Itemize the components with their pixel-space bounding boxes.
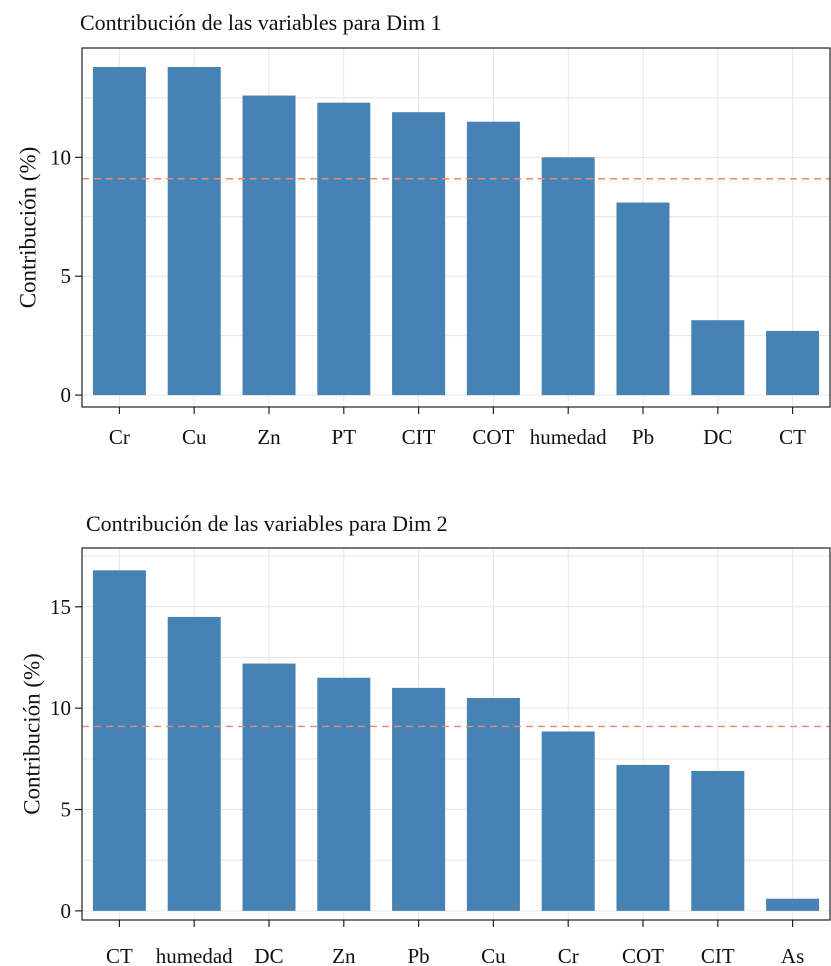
x-tick-label: COT bbox=[472, 425, 514, 449]
x-tick-label: Zn bbox=[257, 425, 281, 449]
bar-Cr bbox=[541, 731, 595, 911]
x-tick-label: CIT bbox=[701, 944, 735, 966]
bar-Zn bbox=[317, 677, 371, 911]
y-tick-label: 5 bbox=[61, 798, 72, 822]
bar-humedad bbox=[167, 616, 221, 911]
y-tick-label: 10 bbox=[50, 145, 71, 169]
chart-panel-1: Contribución de las variables para Dim 1… bbox=[15, 10, 831, 449]
y-tick-label: 15 bbox=[50, 595, 71, 619]
x-tick-label: Cr bbox=[109, 425, 130, 449]
chart-title: Contribución de las variables para Dim 2 bbox=[86, 511, 448, 536]
x-tick-label: Cu bbox=[182, 425, 207, 449]
x-tick-label: humedad bbox=[156, 944, 233, 966]
x-tick-label: Pb bbox=[408, 944, 430, 966]
y-tick-label: 0 bbox=[61, 899, 72, 923]
chart-panel-2: Contribución de las variables para Dim 2… bbox=[19, 511, 831, 966]
x-tick-label: Cu bbox=[481, 944, 506, 966]
bar-Cr bbox=[92, 67, 146, 396]
y-axis-label: Contribución (%) bbox=[19, 653, 44, 815]
y-axis-label: Contribución (%) bbox=[15, 147, 40, 309]
x-tick-label: DC bbox=[703, 425, 732, 449]
bar-CT bbox=[766, 330, 820, 396]
bar-Cu bbox=[466, 698, 520, 911]
bar-CT bbox=[92, 570, 146, 911]
bar-Pb bbox=[616, 202, 670, 396]
chart-title: Contribución de las variables para Dim 1 bbox=[80, 10, 442, 35]
bar-Cu bbox=[167, 67, 221, 396]
bar-CIT bbox=[691, 770, 745, 911]
x-tick-label: PT bbox=[332, 425, 357, 449]
x-tick-label: humedad bbox=[530, 425, 607, 449]
y-tick-label: 0 bbox=[61, 383, 72, 407]
y-tick-label: 5 bbox=[61, 264, 72, 288]
x-tick-label: CT bbox=[779, 425, 806, 449]
bar-PT bbox=[317, 102, 371, 396]
x-tick-label: Pb bbox=[632, 425, 654, 449]
x-tick-label: Zn bbox=[332, 944, 356, 966]
x-tick-label: CT bbox=[106, 944, 133, 966]
bar-DC bbox=[242, 663, 296, 911]
x-tick-label: DC bbox=[254, 944, 283, 966]
bar-DC bbox=[691, 320, 745, 396]
bar-COT bbox=[616, 764, 670, 911]
x-tick-label: CIT bbox=[402, 425, 436, 449]
bar-COT bbox=[466, 121, 520, 396]
plot-frame bbox=[81, 47, 831, 408]
bar-Zn bbox=[242, 95, 296, 396]
bar-As bbox=[766, 898, 820, 911]
x-tick-label: COT bbox=[622, 944, 664, 966]
x-tick-label: Cr bbox=[558, 944, 579, 966]
y-tick-label: 10 bbox=[50, 696, 71, 720]
plot-frame bbox=[81, 547, 831, 921]
bar-CIT bbox=[392, 112, 446, 396]
x-tick-label: As bbox=[781, 944, 804, 966]
bar-humedad bbox=[541, 157, 595, 396]
bar-Pb bbox=[392, 687, 446, 911]
